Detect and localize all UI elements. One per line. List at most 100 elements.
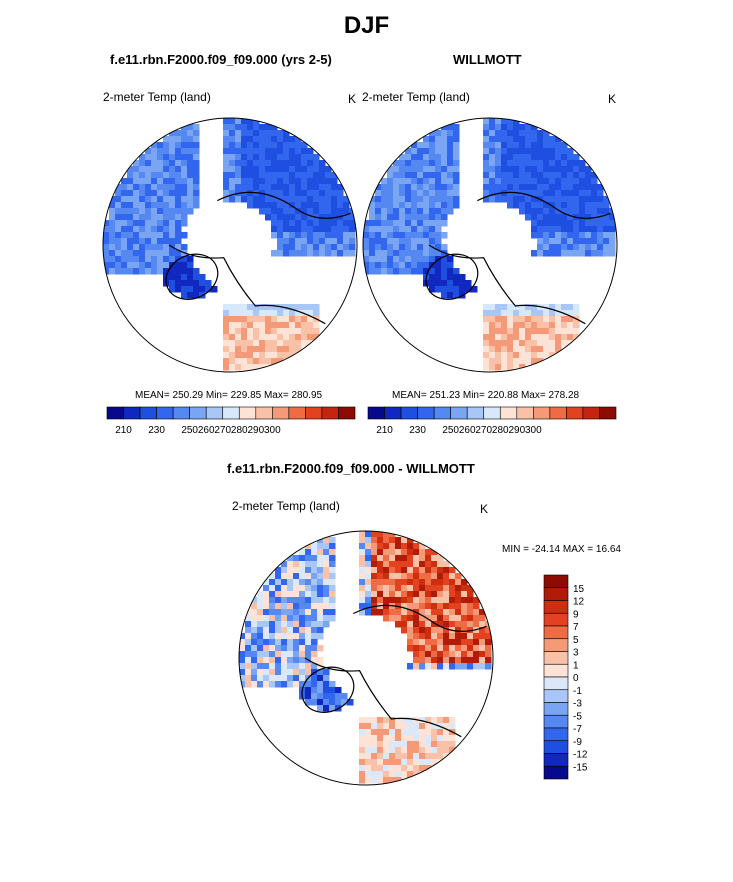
map-cell [489, 118, 496, 125]
map-cell [435, 166, 442, 173]
map-cell [399, 226, 406, 233]
map-cell [455, 663, 462, 670]
map-cell [263, 639, 270, 646]
map-cell [561, 184, 568, 191]
map-cell [307, 178, 314, 185]
map-cell [181, 196, 188, 203]
map-cell [441, 184, 448, 191]
map-cell [449, 615, 456, 622]
map-cell [467, 615, 474, 622]
map-cell [597, 196, 604, 203]
map-cell [411, 166, 418, 173]
map-cell [537, 352, 544, 359]
map-cell [307, 190, 314, 197]
map-cell [525, 346, 532, 353]
map-cell [395, 759, 402, 766]
map-cell [365, 573, 372, 580]
map-cell [199, 280, 206, 287]
map-cell [311, 543, 318, 550]
map-cell [489, 352, 496, 359]
map-cell [543, 220, 550, 227]
map-cell [295, 238, 302, 245]
map-cell [253, 160, 260, 167]
map-cell [549, 304, 556, 311]
map-cell [449, 603, 456, 610]
map-cell [377, 591, 384, 598]
coast-line [304, 657, 462, 738]
map-cell [371, 753, 378, 760]
map-cell [453, 148, 460, 155]
map-cell [525, 352, 532, 359]
map-cell [495, 184, 502, 191]
map-cell [425, 549, 432, 556]
map-cell [115, 208, 122, 215]
map-cell [151, 178, 158, 185]
map-cell [573, 328, 580, 335]
map-cell [331, 208, 338, 215]
map-cell [585, 232, 592, 239]
map-cell [431, 633, 438, 640]
map-cell [441, 256, 448, 263]
map-cell [437, 573, 444, 580]
map-cell [281, 597, 288, 604]
map-cell [133, 244, 140, 251]
map-cell [429, 220, 436, 227]
map-cell [269, 645, 276, 652]
map-cell [305, 627, 312, 634]
map-cell [265, 352, 272, 359]
map-cell [573, 232, 580, 239]
map-cell [507, 178, 514, 185]
map-cell [407, 597, 414, 604]
map-cell [401, 603, 408, 610]
map-cell [305, 603, 312, 610]
map-cell [265, 358, 272, 365]
map-cell [449, 585, 456, 592]
map-cell [413, 639, 420, 646]
map-cell [579, 244, 586, 251]
map-cell [229, 196, 236, 203]
map-cell [163, 232, 170, 239]
map-cell [281, 603, 288, 610]
map-cell [349, 220, 356, 227]
map-cell [311, 681, 318, 688]
map-cell [305, 615, 312, 622]
map-cell [585, 238, 592, 245]
map-cell [413, 579, 420, 586]
map-cell [371, 531, 378, 538]
colorbar-model-swatch [222, 406, 240, 420]
map-cell [193, 124, 200, 131]
map-cell [293, 585, 300, 592]
map-cell [121, 256, 128, 263]
map-cell [513, 160, 520, 167]
map-cell [187, 256, 194, 263]
map-cell [507, 160, 514, 167]
map-cell [447, 286, 454, 293]
map-cell [313, 238, 320, 245]
map-cell [337, 250, 344, 257]
map-cell [431, 627, 438, 634]
map-cell [387, 232, 394, 239]
map-cell [287, 639, 294, 646]
map-cell [287, 567, 294, 574]
map-cell [389, 573, 396, 580]
map-cell [259, 124, 266, 131]
map-cell [235, 148, 242, 155]
colorbar-diff-tick-label: -12 [573, 750, 588, 761]
map-cell [127, 208, 134, 215]
map-cell [337, 244, 344, 251]
map-cell [271, 322, 278, 329]
map-cell [371, 759, 378, 766]
map-cell [483, 346, 490, 353]
map-cell [323, 537, 330, 544]
map-cell [495, 172, 502, 179]
map-cell [319, 196, 326, 203]
map-cell [405, 220, 412, 227]
map-cell [287, 669, 294, 676]
map-cell [253, 124, 260, 131]
map-cell [163, 220, 170, 227]
map-cell [349, 238, 356, 245]
map-cell [313, 328, 320, 335]
map-cell [259, 166, 266, 173]
map-cell [543, 340, 550, 347]
map-cell [419, 567, 426, 574]
